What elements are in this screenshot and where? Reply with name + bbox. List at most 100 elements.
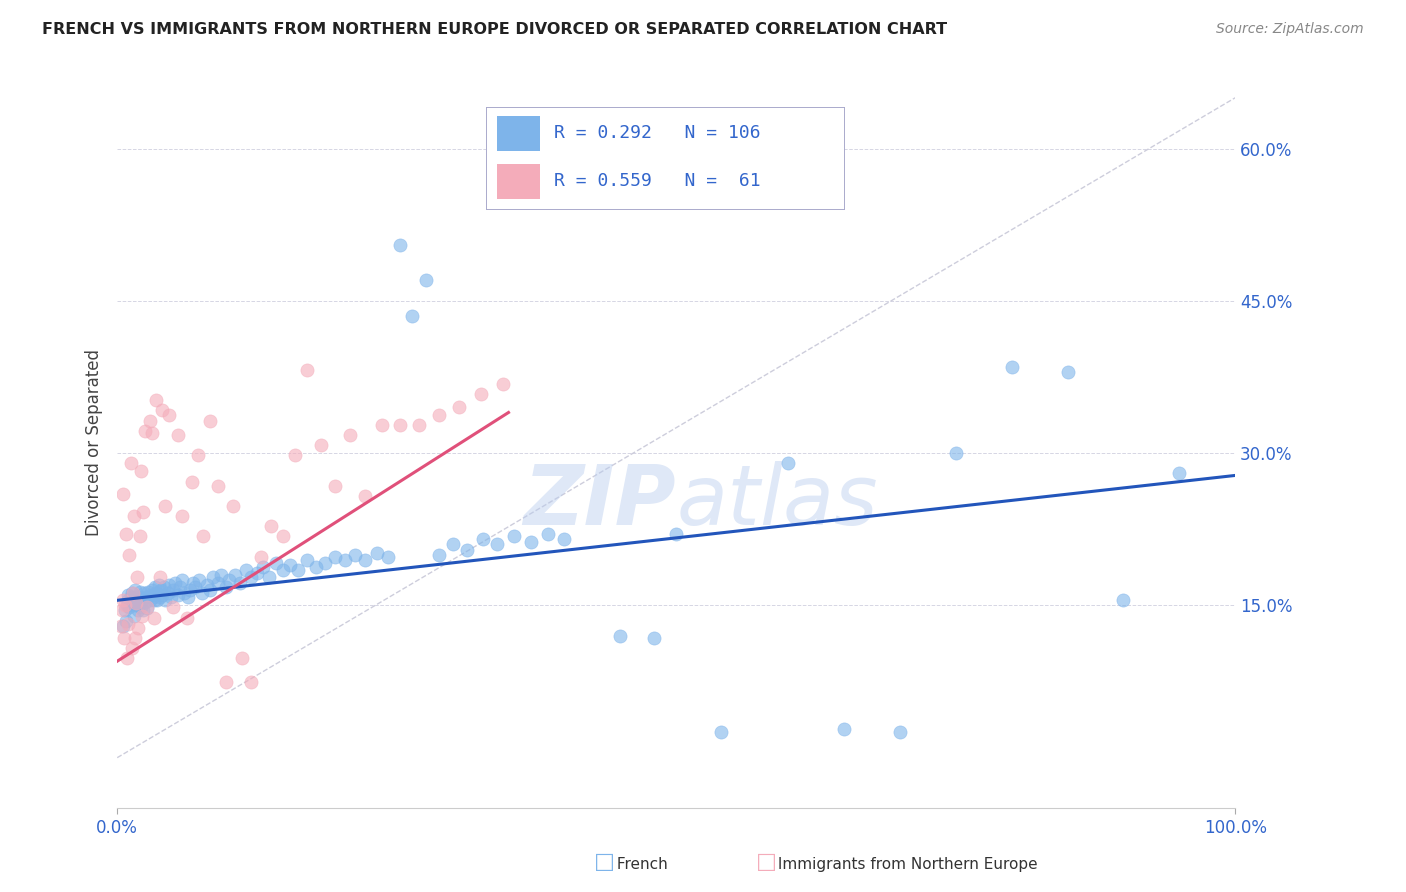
- Point: [176, 610, 198, 624]
- Point: [131, 591, 153, 606]
- Text: Source: ZipAtlas.com: Source: ZipAtlas.com: [1216, 22, 1364, 37]
- Point: [127, 570, 149, 584]
- Point: [121, 586, 143, 600]
- Point: [124, 583, 146, 598]
- Point: [139, 588, 162, 602]
- Point: [389, 238, 412, 252]
- Point: [408, 417, 430, 432]
- Point: [118, 548, 141, 562]
- Text: □: □: [756, 853, 776, 872]
- Point: [156, 586, 179, 600]
- Point: [132, 586, 155, 600]
- Point: [124, 631, 146, 645]
- Point: [169, 580, 191, 594]
- Point: [195, 578, 218, 592]
- Point: [111, 486, 134, 500]
- Point: [120, 591, 142, 605]
- Point: [117, 599, 139, 613]
- Text: atlas: atlas: [676, 461, 877, 542]
- Point: [153, 580, 176, 594]
- Point: [120, 456, 142, 470]
- Point: [427, 548, 450, 562]
- Point: [1168, 467, 1191, 481]
- Point: [323, 478, 346, 492]
- Point: [115, 614, 138, 628]
- Point: [314, 556, 336, 570]
- Point: [138, 593, 160, 607]
- Point: [138, 414, 160, 428]
- Point: [492, 377, 515, 392]
- Point: [110, 618, 132, 632]
- Point: [222, 499, 245, 513]
- Point: [339, 427, 361, 442]
- Point: [449, 401, 471, 415]
- Point: [240, 674, 263, 689]
- Point: [280, 558, 302, 572]
- Point: [214, 580, 236, 594]
- Point: [121, 640, 143, 655]
- Point: [198, 414, 221, 428]
- Point: [166, 588, 188, 602]
- Point: [127, 603, 149, 617]
- Point: [264, 556, 287, 570]
- Point: [141, 583, 163, 598]
- Point: [115, 527, 138, 541]
- Point: [165, 576, 187, 591]
- Point: [889, 725, 911, 739]
- Point: [609, 629, 631, 643]
- Point: [127, 591, 149, 605]
- Point: [503, 529, 526, 543]
- Point: [181, 576, 204, 591]
- Point: [415, 273, 437, 287]
- Point: [287, 563, 309, 577]
- Point: [207, 478, 229, 492]
- Point: [1112, 593, 1135, 607]
- Point: [134, 424, 156, 438]
- Point: [191, 586, 214, 600]
- Point: [184, 580, 207, 594]
- Point: [155, 593, 177, 607]
- Point: [246, 566, 269, 580]
- Point: [141, 425, 163, 440]
- Point: [170, 509, 193, 524]
- Point: [231, 651, 253, 665]
- Point: [945, 446, 967, 460]
- Point: [260, 519, 283, 533]
- Point: [710, 725, 733, 739]
- Point: [155, 499, 177, 513]
- Point: [198, 583, 221, 598]
- Point: [157, 408, 180, 422]
- Point: [135, 591, 157, 605]
- Point: [118, 600, 141, 615]
- Point: [297, 363, 319, 377]
- Point: [149, 583, 172, 598]
- Point: [114, 603, 136, 617]
- Point: [252, 559, 274, 574]
- Text: ZIP: ZIP: [523, 461, 676, 542]
- Point: [187, 448, 209, 462]
- Point: [111, 593, 134, 607]
- Point: [344, 548, 367, 562]
- Point: [335, 552, 357, 566]
- Point: [377, 549, 399, 564]
- Point: [128, 596, 150, 610]
- Point: [271, 529, 294, 543]
- Point: [181, 475, 204, 489]
- Point: [143, 593, 166, 607]
- Point: [193, 529, 215, 543]
- Point: [128, 529, 150, 543]
- Point: [536, 527, 558, 541]
- Point: [143, 610, 166, 624]
- Point: [127, 621, 149, 635]
- Point: [271, 563, 294, 577]
- Point: [354, 489, 377, 503]
- Point: [136, 600, 159, 615]
- Text: French: French: [612, 857, 668, 872]
- Point: [157, 578, 180, 592]
- Point: [122, 593, 145, 607]
- Point: [162, 600, 184, 615]
- Point: [179, 583, 201, 598]
- Point: [224, 568, 246, 582]
- Point: [1056, 365, 1078, 379]
- Point: [121, 596, 143, 610]
